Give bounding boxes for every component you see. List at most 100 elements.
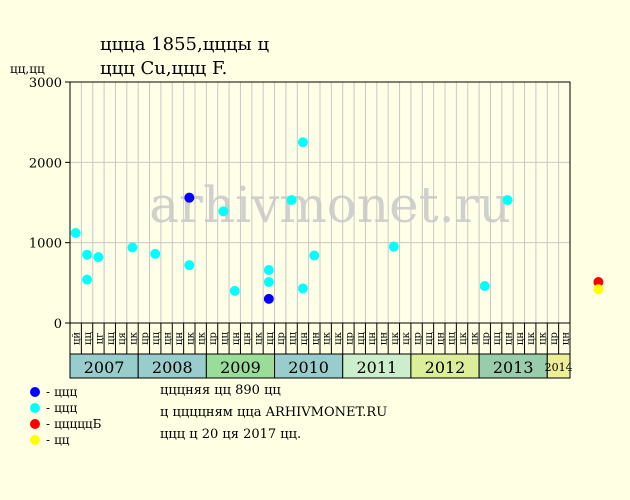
y-tick-label: 3000 — [29, 76, 62, 91]
data-point — [286, 195, 297, 206]
watermark: arhivmonet.ru — [149, 176, 511, 234]
legend-item: - ццц — [30, 384, 101, 400]
year-cell — [69, 353, 139, 379]
data-point — [218, 206, 229, 217]
data-point — [309, 250, 320, 261]
y-tick-label: 1000 — [29, 237, 62, 252]
data-point — [184, 192, 195, 203]
month-label: цц — [447, 332, 458, 345]
legend-dash: - — [46, 385, 51, 399]
month-label: цр — [549, 332, 560, 345]
month-label: цц — [83, 332, 94, 345]
month-label: ця — [117, 332, 128, 345]
legend-item: - ццц — [30, 400, 101, 416]
data-point — [229, 285, 240, 296]
note-average-price: цццняя цц 890 цц — [160, 383, 281, 398]
month-label: цк — [197, 331, 208, 344]
month-label: цц — [151, 332, 162, 345]
legend: - ццц - ццц - цццццБ - цц — [30, 384, 101, 448]
month-label: цц — [106, 332, 117, 345]
month-label: цц — [265, 332, 276, 345]
month-label: цн — [515, 332, 526, 345]
year-label: 2010 — [288, 358, 329, 377]
month-label: цн — [379, 332, 390, 345]
month-label: цц — [288, 332, 299, 345]
year-cell — [546, 353, 571, 379]
data-point — [263, 264, 274, 275]
year-cell — [410, 353, 480, 379]
data-point — [70, 228, 81, 239]
month-label: цц — [219, 332, 230, 345]
data-point — [127, 242, 138, 253]
month-label: цн — [163, 332, 174, 345]
legend-dash: - — [46, 401, 51, 415]
year-label: 2007 — [84, 358, 125, 377]
month-label: цк — [333, 331, 344, 344]
year-label: 2012 — [425, 358, 466, 377]
data-point — [297, 283, 308, 294]
data-point — [150, 248, 161, 259]
month-label: цн — [367, 332, 378, 345]
month-label: цк — [254, 331, 265, 344]
y-tick-label: 0 — [54, 317, 62, 332]
chart-title-line-2: ццц Cu,ццц F. — [100, 58, 228, 79]
data-point — [263, 293, 274, 304]
y-tick-label: 2000 — [29, 156, 62, 171]
data-point — [263, 277, 274, 288]
year-cell — [205, 353, 276, 379]
month-label: цр — [481, 332, 492, 345]
month-label: цк — [526, 331, 537, 344]
month-label: цк — [458, 331, 469, 344]
legend-label: ццц — [54, 385, 78, 399]
legend-marker — [30, 419, 40, 429]
legend-label: цц — [54, 433, 70, 447]
data-point — [93, 252, 104, 263]
year-cell — [274, 353, 344, 379]
month-label: цн — [231, 332, 242, 345]
month-label: цр — [413, 332, 424, 345]
legend-item: - цц — [30, 432, 101, 448]
chart-notes: цццняя цц 890 цц ц ццццням цца ARHIVMONE… — [160, 382, 387, 448]
legend-marker — [30, 435, 40, 445]
month-label: цк — [322, 331, 333, 344]
note-date: ццц ц 20 ця 2017 цц. — [160, 427, 302, 442]
chart-title-line-1: цццa 1855,цццы ц — [100, 34, 270, 55]
legend-label: ццц — [54, 401, 78, 415]
month-label: цк — [390, 331, 401, 344]
data-point — [593, 284, 604, 295]
year-label: 2013 — [493, 358, 534, 377]
legend-label: цццццБ — [54, 417, 102, 431]
month-label: цн — [174, 332, 185, 345]
month-label: цн — [299, 332, 310, 345]
month-label: цц — [492, 332, 503, 345]
month-label: цк — [401, 331, 412, 344]
month-label: цк — [185, 331, 196, 344]
year-label: 2011 — [356, 358, 397, 377]
month-label: цг — [94, 333, 105, 345]
month-label: цр — [140, 332, 151, 345]
note-source: ц ццццням цца ARHIVMONET.RU — [160, 405, 388, 420]
data-point — [502, 195, 513, 206]
month-label: цн — [310, 332, 321, 345]
legend-marker — [30, 403, 40, 413]
data-point — [297, 137, 308, 148]
month-label: цн — [435, 332, 446, 345]
data-point — [184, 260, 195, 271]
legend-dash: - — [46, 417, 51, 431]
legend-item: - цццццБ — [30, 416, 101, 432]
month-label: цр — [344, 332, 355, 345]
month-label: цр — [208, 332, 219, 345]
month-label: цц — [356, 332, 367, 345]
month-label: цн — [560, 332, 571, 345]
data-point — [388, 241, 399, 252]
legend-dash: - — [46, 433, 51, 447]
month-label: цк — [538, 331, 549, 344]
year-cell — [342, 353, 412, 379]
month-label: цй — [72, 332, 83, 345]
y-axis-unit-label: цц,цц — [10, 62, 45, 76]
month-label: цн — [504, 332, 515, 345]
month-label: цк — [469, 331, 480, 344]
month-label: цр — [276, 332, 287, 345]
month-label: цц — [424, 332, 435, 345]
